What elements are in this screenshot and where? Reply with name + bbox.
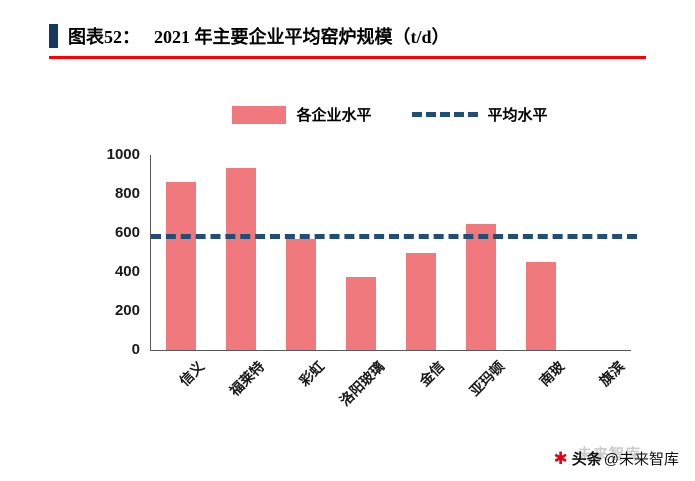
y-tick-label: 800 xyxy=(114,185,140,202)
watermark-ghost: 未来智库 xyxy=(576,446,641,463)
figure-header: 图表52： 2021 年主要企业平均窑炉规模（t/d） xyxy=(49,23,450,49)
y-tick-label: 600 xyxy=(114,224,140,241)
legend-item-average: 平均水平 xyxy=(411,104,548,125)
y-tick-label: 400 xyxy=(114,263,140,280)
bar-亚玛顿 xyxy=(466,224,496,350)
watermark-source: 头条 xyxy=(571,451,602,468)
legend: 各企业水平 平均水平 xyxy=(150,104,630,125)
y-axis: 0 200 400 600 800 1000 xyxy=(55,146,140,358)
bar-信义 xyxy=(166,182,196,350)
y-tick-label: 200 xyxy=(114,302,140,319)
legend-label-average: 平均水平 xyxy=(487,107,548,124)
legend-label-series: 各企业水平 xyxy=(296,107,372,124)
watermark-handle: @未来智库 xyxy=(603,451,679,468)
y-tick-label: 0 xyxy=(131,341,140,358)
bar-洛阳玻璃 xyxy=(346,276,376,350)
y-tick-label: 1000 xyxy=(106,146,140,163)
bar-金信 xyxy=(406,253,436,350)
figure-label: 图表52： xyxy=(68,27,140,47)
bar-福莱特 xyxy=(226,167,256,350)
title-bullet xyxy=(49,24,58,48)
bar-彩虹 xyxy=(286,238,316,350)
watermark: ✱ 头条 @未来智库 xyxy=(554,448,680,469)
title-rule xyxy=(49,56,646,59)
bar-南玻 xyxy=(526,262,556,350)
legend-item-series: 各企业水平 xyxy=(232,104,372,125)
average-line xyxy=(151,233,637,239)
plot-area xyxy=(150,155,637,351)
bar-swatch-icon xyxy=(232,105,287,124)
figure-title: 2021 年主要企业平均窑炉规模（t/d） xyxy=(154,27,450,47)
x-axis: 信义 福莱特 彩虹 洛阳玻璃 金信 亚玛顿 南玻 旗滨 xyxy=(150,352,630,457)
dashed-line-swatch-icon xyxy=(411,112,478,117)
toutiao-logo-icon: ✱ xyxy=(553,449,568,468)
